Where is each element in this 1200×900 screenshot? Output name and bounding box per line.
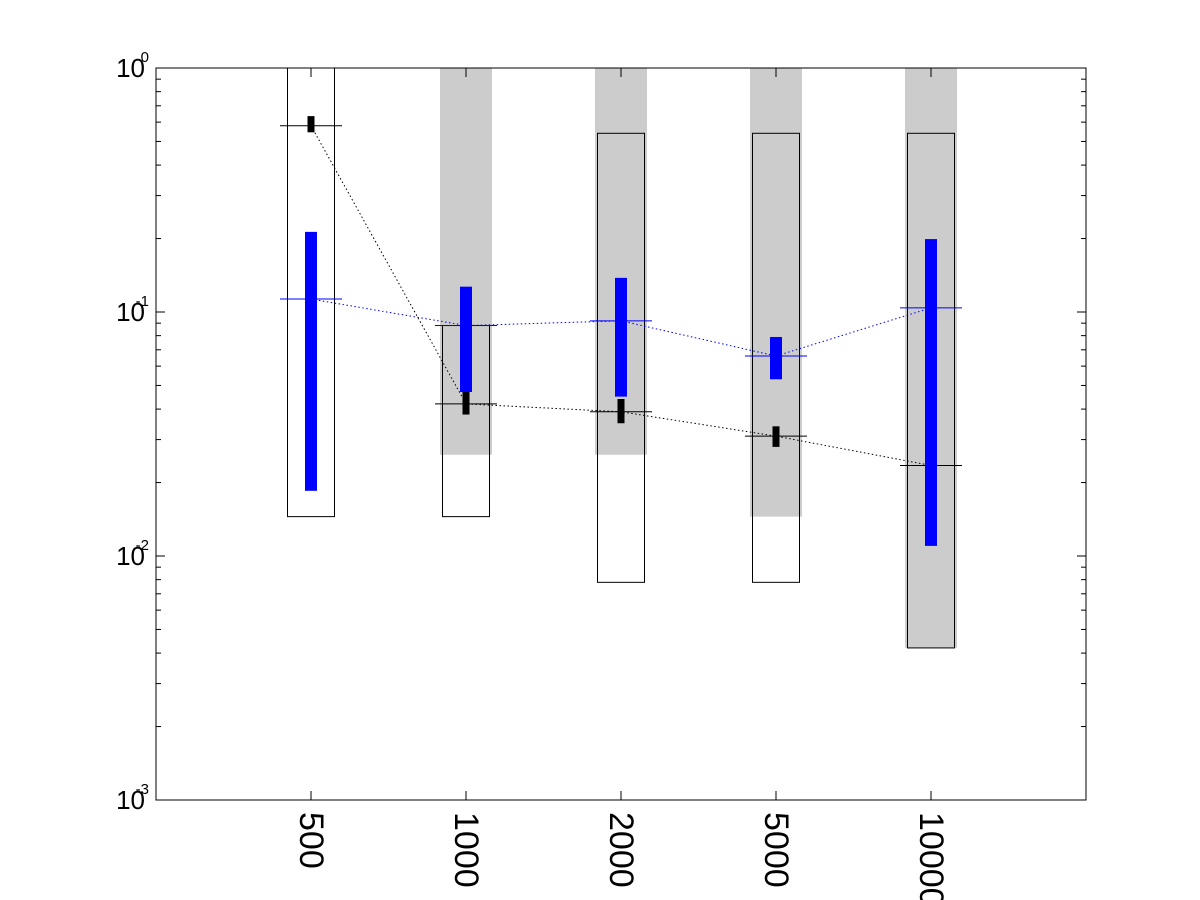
range-bar-black-2000 <box>617 398 625 424</box>
outline-box-2000 <box>597 132 645 583</box>
y-tick-exponent: -3 <box>136 781 149 798</box>
range-bar-black-5000 <box>772 426 780 447</box>
y-tick-base: 10 <box>116 541 145 571</box>
y-tick-exponent: -2 <box>136 537 149 554</box>
shaded-band-2000 <box>595 68 647 455</box>
y-tick-label: 10-3 <box>116 781 149 815</box>
range-bar-blue-500 <box>305 231 317 491</box>
connect-line-black <box>310 125 932 466</box>
x-tick-label-500: 500 <box>292 812 330 869</box>
y-tick-base: 10 <box>116 785 145 815</box>
outline-box-10000 <box>907 132 955 649</box>
range-bar-blue-5000 <box>770 336 782 380</box>
range-bar-blue-10000 <box>925 239 937 546</box>
y-tick-exponent: -1 <box>136 293 149 310</box>
axes <box>155 67 1087 801</box>
x-tick-label-5000: 5000 <box>757 812 795 888</box>
y-tick-exponent: 0 <box>141 49 149 66</box>
range-bar-blue-2000 <box>615 277 627 397</box>
outline-boxes <box>287 67 955 649</box>
series-marks <box>280 116 962 546</box>
x-tick-label-2000: 2000 <box>602 812 640 888</box>
range-bar-blue-1000 <box>460 286 472 393</box>
y-tick-label: 10-1 <box>116 293 149 327</box>
y-tick-label: 100 <box>116 49 149 83</box>
outline-box-5000 <box>752 132 800 583</box>
y-tick-base: 10 <box>116 297 145 327</box>
y-tick-base: 10 <box>116 53 145 83</box>
y-tick-label: 10-2 <box>116 537 149 571</box>
x-tick-label-10000: 10000 <box>912 812 950 900</box>
x-tick-label-1000: 1000 <box>447 812 485 888</box>
range-bar-black-1000 <box>462 392 470 415</box>
shaded-band-5000 <box>750 68 802 517</box>
range-bar-black-500 <box>307 116 315 133</box>
